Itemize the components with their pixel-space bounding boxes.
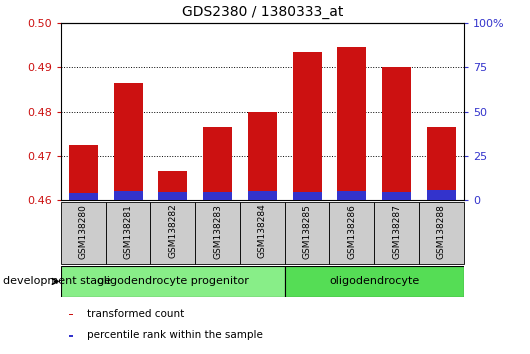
FancyBboxPatch shape xyxy=(240,202,285,264)
Bar xyxy=(248,112,277,200)
Bar xyxy=(293,192,322,200)
Bar xyxy=(69,314,73,315)
Bar xyxy=(113,83,143,200)
Bar xyxy=(158,171,188,200)
Bar xyxy=(337,191,366,200)
Bar xyxy=(113,191,143,200)
Text: development stage: development stage xyxy=(3,276,111,286)
Text: oligodendrocyte progenitor: oligodendrocyte progenitor xyxy=(97,276,249,286)
Bar xyxy=(337,47,366,200)
FancyBboxPatch shape xyxy=(61,266,285,297)
Bar xyxy=(69,193,98,200)
Text: GSM138282: GSM138282 xyxy=(169,204,178,258)
Bar xyxy=(69,335,73,337)
Text: GSM138286: GSM138286 xyxy=(347,204,356,258)
Text: GSM138288: GSM138288 xyxy=(437,204,446,258)
FancyBboxPatch shape xyxy=(330,202,374,264)
FancyBboxPatch shape xyxy=(195,202,240,264)
FancyBboxPatch shape xyxy=(419,202,464,264)
Text: GSM138280: GSM138280 xyxy=(79,204,88,258)
FancyBboxPatch shape xyxy=(151,202,195,264)
Text: GSM138285: GSM138285 xyxy=(303,204,312,258)
Bar xyxy=(427,190,456,200)
Bar xyxy=(427,127,456,200)
Bar xyxy=(69,145,98,200)
Bar xyxy=(158,192,188,200)
FancyBboxPatch shape xyxy=(105,202,151,264)
Text: oligodendrocyte: oligodendrocyte xyxy=(329,276,419,286)
FancyBboxPatch shape xyxy=(61,202,105,264)
Text: GSM138281: GSM138281 xyxy=(123,204,132,258)
Text: transformed count: transformed count xyxy=(87,309,184,319)
Bar xyxy=(203,192,232,200)
FancyBboxPatch shape xyxy=(374,202,419,264)
Text: GSM138284: GSM138284 xyxy=(258,204,267,258)
Title: GDS2380 / 1380333_at: GDS2380 / 1380333_at xyxy=(182,5,343,19)
FancyBboxPatch shape xyxy=(285,202,330,264)
FancyBboxPatch shape xyxy=(285,266,464,297)
Bar xyxy=(203,127,232,200)
Bar xyxy=(382,67,411,200)
Bar xyxy=(293,52,322,200)
Text: GSM138287: GSM138287 xyxy=(392,204,401,258)
Bar xyxy=(382,192,411,200)
Text: percentile rank within the sample: percentile rank within the sample xyxy=(87,330,263,341)
Text: GSM138283: GSM138283 xyxy=(213,204,222,258)
Bar xyxy=(248,191,277,200)
